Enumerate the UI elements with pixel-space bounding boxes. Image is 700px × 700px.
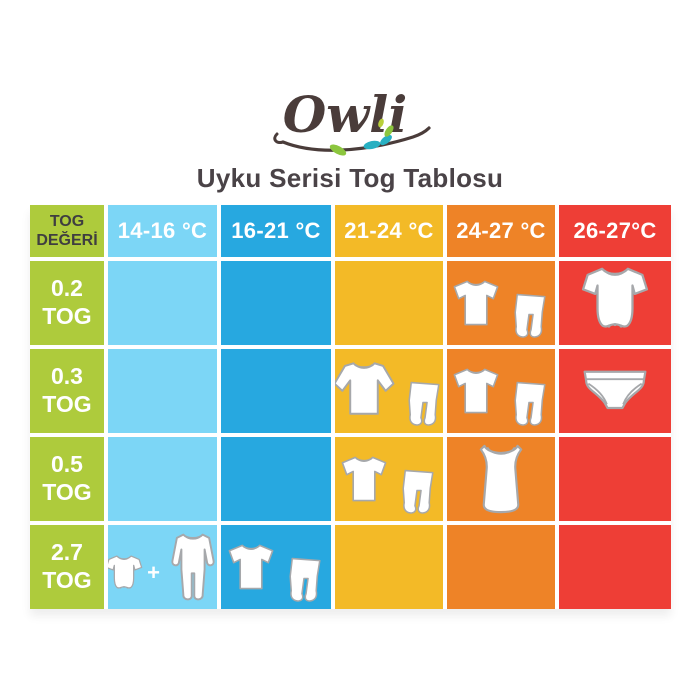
cell-2.7-yellow [335,525,443,609]
sleeper-icon [164,532,217,603]
footed-pants-icon [507,291,553,342]
cell-0.2-orange [447,261,555,345]
cell-0.3-orange [447,349,555,433]
row-header-tog-0.2: 0.2 TOG [30,261,104,345]
corner-header-tog-degeri: TOG DEĞERİ [30,205,104,257]
tog-value: 2.7 [51,539,83,566]
tank-top-icon [472,443,530,515]
cell-0.2-blue [221,261,331,345]
tog-unit: TOG [42,303,92,329]
plus-sign: + [147,560,160,585]
t-shirt-icon [337,454,391,504]
leaf-icon [378,118,384,128]
leaf-icon [329,144,347,156]
tog-unit: TOG [42,391,92,417]
tog-value: 0.2 [51,275,83,302]
t-shirt-icon [449,366,503,416]
cell-0.3-blue [221,349,331,433]
row-header-tog-0.3: 0.3 TOG [30,349,104,433]
corner-label-line: TOG [49,212,85,230]
column-header-blue: 16-21 °C [221,205,331,257]
briefs-icon [578,368,652,414]
long-sleeve-shirt-icon [335,360,397,419]
cell-0.2-lightblue [108,261,217,345]
row-header-tog-2.7: 2.7 TOG [30,525,104,609]
cell-2.7-blue [221,525,331,609]
cell-0.5-red [559,437,671,521]
cell-0.5-orange [447,437,555,521]
row-header-tog-0.5: 0.5 TOG [30,437,104,521]
tog-unit: TOG [42,479,92,505]
leaf-icon [380,134,392,146]
footed-pants-icon [395,467,441,518]
leaf-icon [384,125,394,137]
bodysuit-small-icon [108,554,145,596]
cell-0.3-yellow [335,349,443,433]
column-header-orange: 24-27 °C [447,205,555,257]
bodysuit-icon [577,265,653,341]
cell-0.5-lightblue [108,437,217,521]
page-title: Uyku Serisi Tog Tablosu [196,163,504,193]
tog-unit: TOG [42,567,92,593]
column-header-lightblue: 14-16 °C [108,205,217,257]
cell-2.7-red [559,525,671,609]
cell-0.3-lightblue [108,349,217,433]
column-header-red: 26-27°C [559,205,671,257]
cell-0.2-yellow [335,261,443,345]
logo-branch [281,126,431,152]
t-shirt-icon [224,542,278,592]
tog-value: 0.5 [51,451,83,478]
cell-0.3-red [559,349,671,433]
cell-0.5-yellow [335,437,443,521]
brand-logo: Owli [0,80,700,160]
cell-0.2-red [559,261,671,345]
leaf-icon [363,140,381,150]
tog-value: 0.3 [51,363,83,390]
tog-table: TOG DEĞERİ 14-16 °C 16-21 °C 21-24 °C 24-27 °… [30,205,671,609]
cell-0.5-blue [221,437,331,521]
footed-pants-icon [507,379,553,430]
logo-branch-curl [273,132,285,144]
corner-label-line: DEĞERİ [36,232,98,249]
footed-pants-icon [282,555,328,606]
t-shirt-icon [449,278,503,328]
column-header-yellow: 21-24 °C [335,205,443,257]
cell-2.7-orange [447,525,555,609]
cell-2.7-lightblue: + [108,525,217,609]
footed-pants-icon [401,379,443,430]
